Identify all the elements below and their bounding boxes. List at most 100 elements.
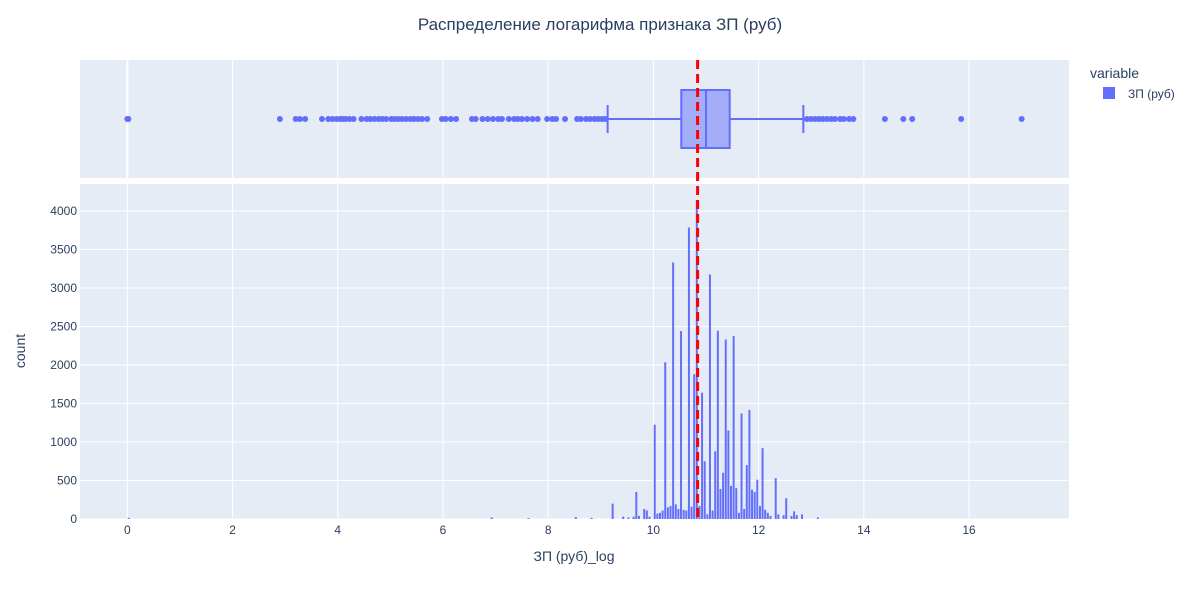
histogram-bar [674, 504, 677, 519]
histogram-bar [658, 512, 661, 519]
x-tick-label: 0 [124, 523, 131, 537]
box-outlier-point [383, 116, 390, 122]
box-outlier-point [442, 116, 449, 122]
histogram-bar [816, 517, 819, 519]
box-outlier-point [909, 116, 916, 122]
x-tick-label: 6 [440, 523, 447, 537]
x-tick-label: 2 [229, 523, 236, 537]
y-tick-label: 2500 [50, 319, 77, 333]
box-outlier-point [505, 116, 512, 122]
x-tick-label: 14 [857, 523, 871, 537]
x-tick-label: 12 [752, 523, 766, 537]
box-outlier-point [472, 116, 479, 122]
box-outlier-point [524, 116, 531, 122]
histogram-bar [774, 478, 777, 519]
histogram-bar [127, 517, 130, 519]
histogram-bar [751, 489, 754, 519]
histogram-bar [716, 330, 719, 519]
histogram-bar [782, 515, 785, 519]
y-tick-label: 4000 [50, 204, 77, 218]
box-outlier-point [479, 116, 486, 122]
box-outlier-point [371, 116, 378, 122]
y-tick-label: 2000 [50, 358, 77, 372]
box-outlier-point [562, 116, 569, 122]
histogram-bar [590, 517, 593, 519]
histogram-bar [724, 339, 727, 519]
histogram-bar [682, 509, 685, 519]
box-outlier-point [824, 116, 831, 122]
histogram-bar [737, 512, 740, 519]
box-outlier-point [350, 116, 357, 122]
box-outlier-point [424, 116, 431, 122]
box-outlier-point [587, 116, 594, 122]
y-tick-label: 3500 [50, 242, 77, 256]
histogram-bar [690, 506, 693, 519]
y-axis-title: count [12, 334, 28, 368]
histogram-bar [490, 517, 493, 519]
box-outlier-point [414, 116, 421, 122]
x-axis-title: ЗП (руб)_log [533, 548, 614, 564]
histogram-bar [735, 488, 738, 519]
histogram-bar [764, 509, 767, 519]
box-outlier-point [329, 116, 336, 122]
y-tick-label: 0 [70, 512, 77, 526]
histogram-bar [677, 508, 680, 519]
box-outlier-point [534, 116, 541, 122]
histogram-bar [685, 510, 688, 519]
x-tick-label: 16 [962, 523, 976, 537]
chart-title: Распределение логарифма признака ЗП (руб… [418, 15, 782, 34]
histogram-bar [622, 516, 625, 519]
x-tick-label: 10 [647, 523, 661, 537]
histogram-bar [669, 505, 672, 519]
box-outlier-point [846, 116, 853, 122]
box-outlier-point [808, 116, 815, 122]
box-outlier-point [819, 116, 826, 122]
histogram-bar [698, 505, 701, 519]
box-outlier-point [850, 116, 857, 122]
histogram-bar [666, 507, 669, 519]
histogram-bar [635, 492, 638, 519]
histogram-bar [748, 410, 751, 519]
histogram-bar [790, 515, 793, 519]
histogram-bar [758, 505, 761, 519]
histogram-background [80, 184, 1069, 519]
histogram-bar [777, 514, 780, 519]
histogram-bar [680, 331, 683, 519]
legend-items: ЗП (руб) [1103, 87, 1175, 101]
histogram-bar [766, 512, 769, 519]
box-outlier-point [367, 116, 374, 122]
legend-label: ЗП (руб) [1128, 87, 1175, 101]
histogram-bar [706, 514, 709, 519]
histogram-bar [722, 472, 725, 519]
box-outlier-point [398, 116, 405, 122]
histogram-bar [693, 374, 696, 519]
histogram-bar [785, 498, 788, 519]
histogram-bar [743, 508, 746, 519]
histogram-bar [637, 515, 640, 519]
histogram-bar [701, 392, 704, 519]
histogram-subplot: 0 500 1000 1500 2000 2500 3000 3500 4000 0 2 4 6 8 10 1… [50, 184, 1069, 537]
histogram-bar [727, 430, 730, 519]
histogram-bar [740, 413, 743, 519]
box-outlier-point [498, 116, 505, 122]
box-outlier-point [544, 116, 551, 122]
histogram-bar [711, 510, 714, 519]
histogram-bar [769, 515, 772, 519]
box-outlier-point [602, 116, 609, 122]
y-tick-label: 500 [57, 473, 77, 487]
histogram-bar [753, 492, 756, 519]
y-tick-label: 1000 [50, 435, 77, 449]
box-outlier-point [484, 116, 491, 122]
histogram-bar [793, 511, 796, 519]
box-subplot [80, 60, 1069, 178]
histogram-bar [645, 510, 648, 519]
box-outlier-point [489, 116, 496, 122]
box-outlier-point [1018, 116, 1025, 122]
box-outlier-point [583, 116, 590, 122]
histogram-bar [648, 516, 651, 519]
legend: variable ЗП (руб) [1090, 65, 1175, 101]
box-outlier-point [453, 116, 460, 122]
histogram-bar [611, 503, 614, 519]
histogram-bar [732, 336, 735, 519]
